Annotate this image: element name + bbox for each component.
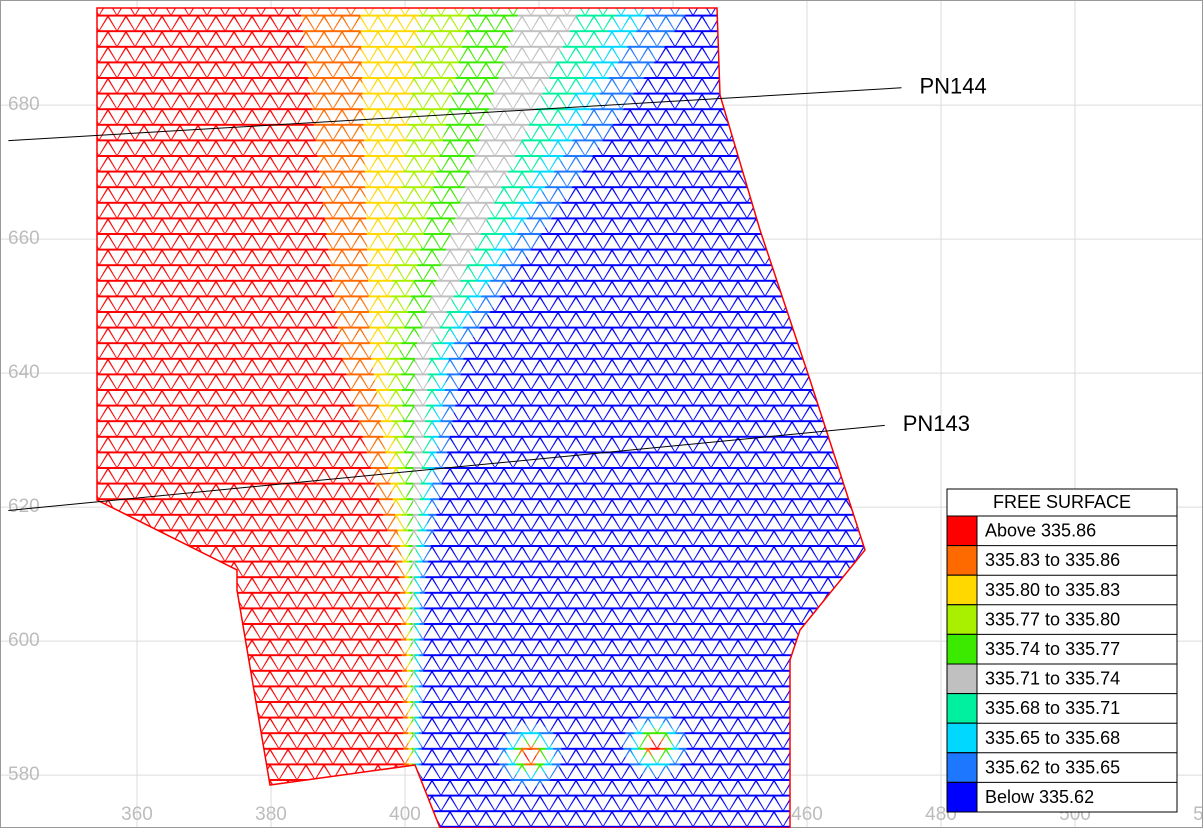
y-tick-label: 600 [8,630,40,651]
legend-label: 335.62 to 335.65 [985,757,1120,777]
y-tick-label: 620 [8,496,40,517]
legend-swatch [947,516,977,546]
legend-swatch [947,694,977,724]
y-tick-label: 680 [8,94,40,115]
legend-swatch [947,605,977,635]
legend-label: 335.71 to 335.74 [985,669,1120,689]
legend-swatch [947,575,977,605]
legend-title: FREE SURFACE [993,492,1131,512]
x-tick-label: 360 [121,804,153,825]
section-label: PN143 [903,411,970,436]
x-tick-label: 380 [255,804,287,825]
chart: 3603804004204404604805005205806006206406… [0,0,1203,828]
legend-swatch [947,664,977,694]
legend-swatch [947,546,977,576]
legend-label: 335.68 to 335.71 [985,698,1120,718]
legend-swatch [947,782,977,812]
y-tick-label: 580 [8,764,40,785]
legend-label: 335.74 to 335.77 [985,639,1120,659]
legend-label: 335.65 to 335.68 [985,728,1120,748]
legend-label: 335.77 to 335.80 [985,609,1120,629]
legend-label: 335.80 to 335.83 [985,580,1120,600]
legend-swatch [947,723,977,753]
legend-label: 335.83 to 335.86 [985,550,1120,570]
legend-swatch [947,753,977,783]
x-tick-label: 460 [791,804,823,825]
legend-label: Below 335.62 [985,787,1094,807]
y-tick-label: 640 [8,362,40,383]
legend-label: Above 335.86 [985,521,1096,541]
x-tick-label: 520 [1193,804,1203,825]
y-tick-label: 660 [8,228,40,249]
section-label: PN144 [919,74,986,99]
x-tick-label: 400 [389,804,421,825]
legend-swatch [947,634,977,664]
